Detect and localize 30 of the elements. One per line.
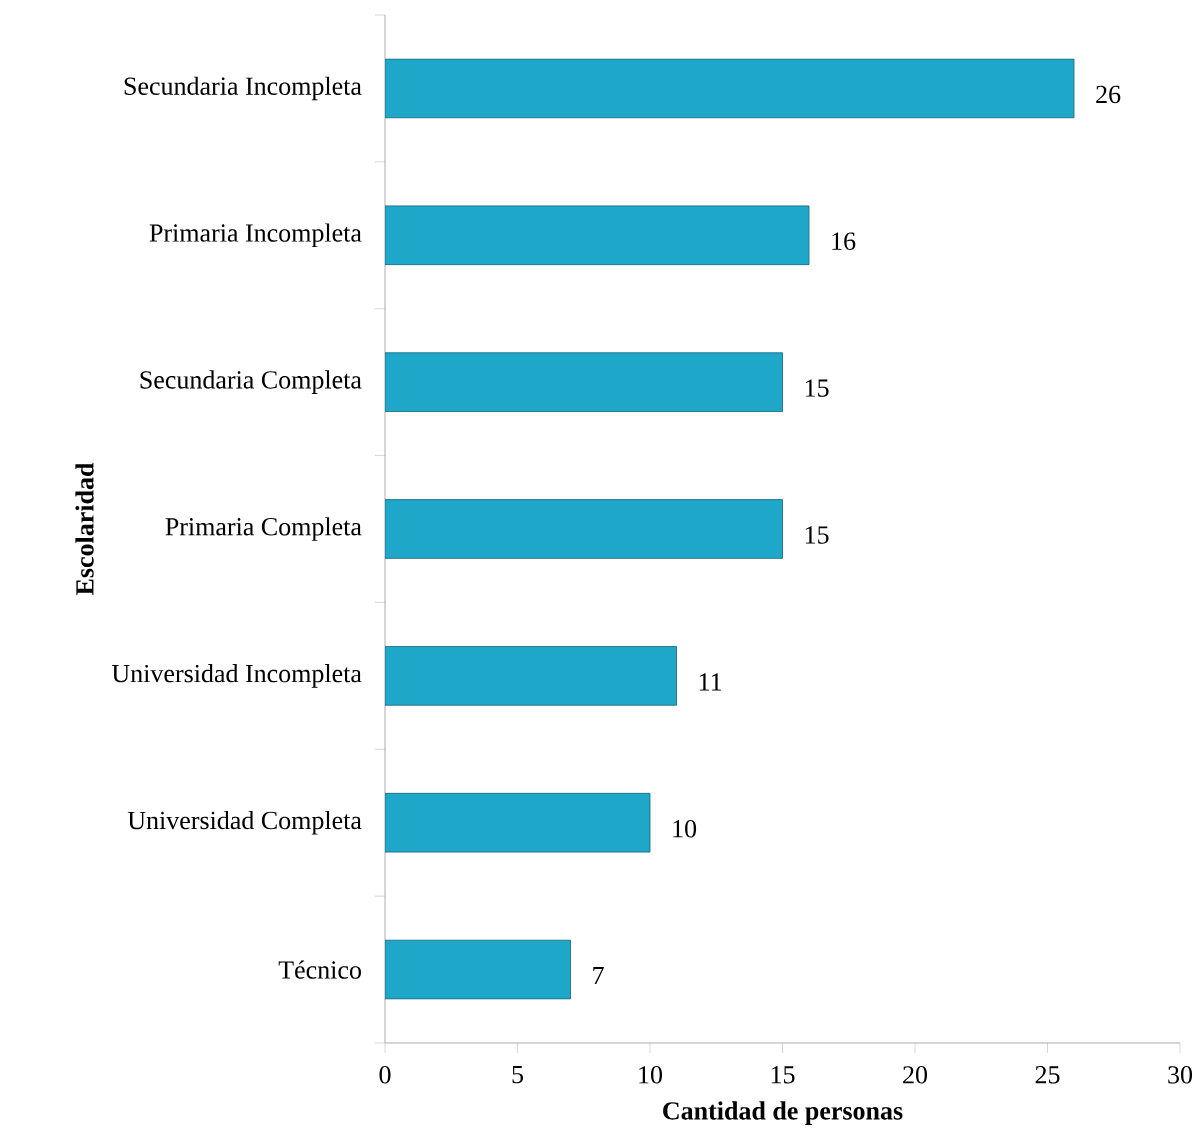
x-tick-label: 5	[512, 1066, 523, 1084]
bar	[385, 646, 677, 706]
data-label: 16	[832, 232, 856, 251]
y-tick-label: Secundaria Completa	[140, 370, 362, 394]
x-tick-label: 25	[1035, 1066, 1060, 1084]
x-tick-label: 15	[771, 1066, 795, 1084]
y-tick-label: Primaria Completa	[165, 517, 362, 541]
bar	[385, 792, 651, 853]
x-tick-label: 10	[639, 1066, 663, 1084]
x-tick-label: 30	[1168, 1066, 1193, 1084]
x-axis-title: Cantidad de personas	[663, 1101, 903, 1125]
y-axis-title: Escolaridad	[75, 462, 94, 596]
bar	[385, 58, 1075, 119]
y-tick-label: Secundaria Incompleta	[124, 76, 362, 101]
x-tick-label: 20	[903, 1066, 928, 1084]
data-label: 11	[699, 673, 722, 691]
bar	[385, 352, 783, 412]
y-tick-label: Universidad Completa	[127, 810, 362, 835]
y-tick-label: Técnico	[278, 960, 361, 979]
data-label: 15	[805, 526, 829, 544]
data-label: 10	[673, 819, 697, 838]
data-label: 15	[805, 379, 829, 397]
data-label: 26	[1096, 85, 1121, 104]
bar	[385, 205, 810, 266]
y-tick-label: Universidad Incompleta	[111, 664, 362, 688]
y-tick-label: Primaria Incompleta	[149, 223, 362, 248]
bar	[385, 939, 571, 1000]
data-label: 7	[593, 967, 604, 985]
x-tick-label: 0	[379, 1066, 391, 1084]
bar	[385, 499, 783, 559]
